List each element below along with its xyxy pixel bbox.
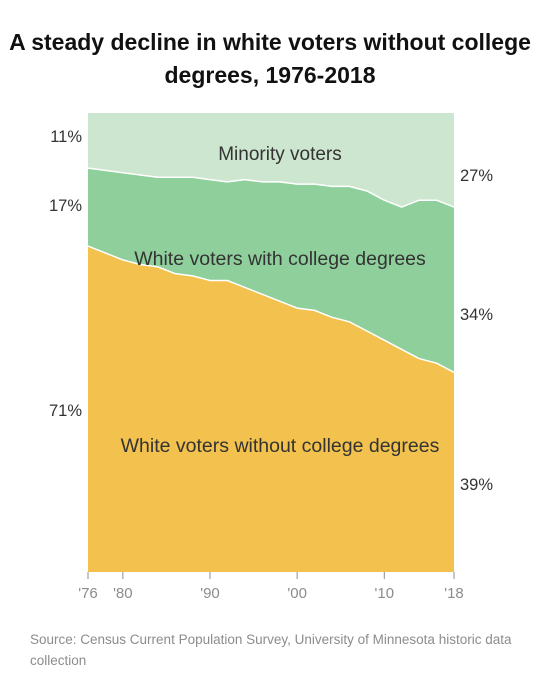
x-tick-label: '90 [200, 585, 220, 602]
series-label-minority-voters: Minority voters [218, 144, 342, 165]
end-label-white-voters-with-college-degrees: 34% [460, 306, 493, 324]
boundary-white-voters-without-college-degrees [87, 245, 455, 373]
series-label-white-voters-with-college-degrees: White voters with college degrees [134, 248, 426, 270]
x-tick-label: '80 [113, 585, 133, 602]
x-tick-label: '76 [78, 585, 98, 602]
series-label-white-voters-without-college-degrees: White voters without college degrees [121, 435, 440, 457]
area-white-voters-without-college-degrees [88, 246, 454, 572]
area-white-voters-with-college-degrees [88, 168, 454, 373]
source-note: Source: Census Current Population Survey… [30, 632, 512, 668]
end-label-white-voters-without-college-degrees: 39% [460, 476, 493, 494]
chart-title: A steady decline in white voters without… [9, 29, 531, 88]
x-tick-label: '18 [444, 585, 464, 602]
chart: White voters without college degrees Whit… [49, 113, 493, 602]
start-label-white-voters-with-college-degrees: 17% [49, 197, 82, 215]
start-label-minority-voters: 11% [50, 128, 82, 146]
x-tick-label: '10 [375, 585, 395, 602]
area-minority-voters [88, 113, 454, 208]
end-label-minority-voters: 27% [460, 167, 493, 185]
start-label-white-voters-without-college-degrees: 71% [49, 402, 82, 420]
boundary-white-voters-with-college-degrees [87, 167, 455, 208]
x-tick-label: '00 [287, 585, 307, 602]
